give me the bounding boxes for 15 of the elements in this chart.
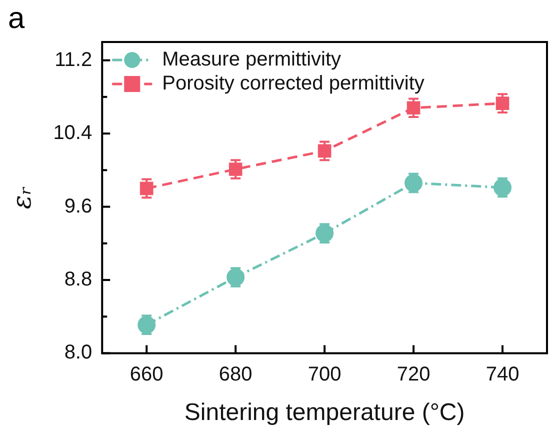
y-tick-label: 10.4 <box>53 122 92 144</box>
y-axis-title: εᵣ <box>7 186 38 210</box>
text: a <box>8 2 25 36</box>
y-tick-label: 11.2 <box>54 48 92 71</box>
x-tick-label: 700 <box>308 364 342 386</box>
legend-label: Measure permittivity <box>162 48 342 71</box>
y-tick-label: 8.8 <box>64 268 92 290</box>
x-tick-label: 740 <box>486 364 520 386</box>
x-axis-title: Sintering temperature (°C) <box>184 399 465 426</box>
x-tick-label: 720 <box>396 364 430 386</box>
y-tick-label: 9.6 <box>64 195 92 218</box>
legend-label: Porosity corrected permittivity <box>162 72 424 95</box>
x-tick-label: 680 <box>218 364 252 386</box>
x-tick-label: 660 <box>130 364 164 386</box>
y-tick-label: 8.0 <box>64 342 92 364</box>
